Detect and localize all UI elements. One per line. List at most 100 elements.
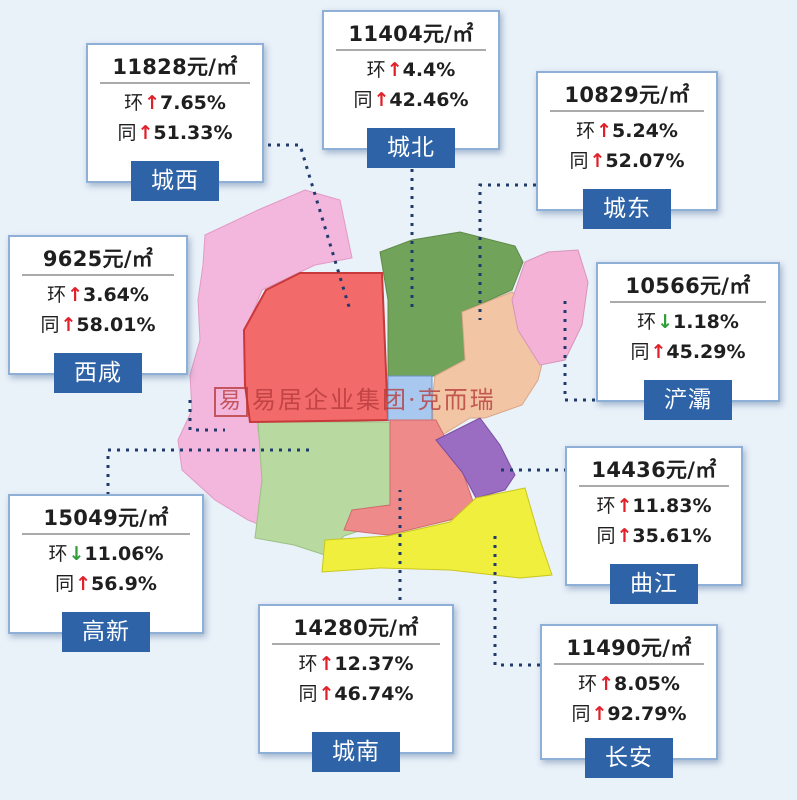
yoy-label: 同 (571, 703, 591, 725)
arrow-up-icon: ↑ (386, 59, 403, 81)
arrow-down-icon: ↓ (68, 543, 85, 565)
district-card-gaoxin: 15049元/㎡ 环↓11.06% 同↑56.9% 高新 (8, 494, 204, 652)
arrow-up-icon: ↑ (144, 92, 160, 114)
yoy-row: 同↑35.61% (567, 521, 741, 551)
divider (272, 643, 440, 645)
yoy-label: 同 (40, 314, 60, 336)
yoy-label: 同 (353, 89, 373, 111)
district-name: 城北 (367, 128, 455, 168)
yoy-label: 同 (55, 573, 75, 595)
yoy-row: 同↑92.79% (542, 699, 716, 729)
leader-line-chengxi (268, 143, 352, 311)
arrow-up-icon: ↑ (591, 703, 608, 725)
yoy-value: 46.74% (334, 683, 414, 705)
mom-label: 环 (596, 495, 616, 517)
map-region-chengxi (242, 272, 390, 424)
yoy-label: 同 (630, 341, 650, 363)
arrow-up-icon: ↑ (373, 89, 390, 111)
price-value: 11404元/㎡ (348, 22, 474, 46)
yoy-value: 92.79% (607, 703, 687, 725)
mom-row: 环↑3.64% (10, 280, 186, 310)
leader-lines (106, 143, 595, 667)
yoy-value: 42.46% (389, 89, 469, 111)
watermark-seal: 易 (214, 387, 249, 417)
arrow-up-icon: ↑ (60, 314, 77, 336)
district-card-chengbei: 11404元/㎡ 环↑4.4% 同↑42.46% 城北 (322, 10, 500, 168)
mom-label: 环 (124, 92, 144, 114)
mom-label: 环 (47, 284, 67, 306)
district-name: 长安 (585, 738, 673, 778)
yoy-value: 58.01% (76, 314, 156, 336)
leader-line-xixian (188, 400, 225, 432)
divider (22, 274, 174, 276)
watermark: 易易居企业集团·克而瑞 (214, 380, 496, 417)
arrow-up-icon: ↑ (137, 122, 154, 144)
arrow-up-icon: ↑ (616, 495, 633, 517)
yoy-row: 同↑51.33% (88, 118, 262, 148)
district-card-qujiang: 14436元/㎡ 环↑11.83% 同↑35.61% 曲江 (565, 446, 743, 604)
district-name: 浐灞 (644, 380, 732, 420)
mom-row: 环↑7.65% (88, 88, 262, 118)
mom-value: 3.64% (83, 284, 149, 306)
mom-row: 环↑8.05% (542, 669, 716, 699)
arrow-up-icon: ↑ (67, 284, 83, 306)
arrow-up-icon: ↑ (75, 573, 91, 595)
mom-value: 8.05% (614, 673, 680, 695)
price-value: 15049元/㎡ (43, 506, 169, 530)
arrow-up-icon: ↑ (318, 683, 335, 705)
divider (100, 82, 250, 84)
price-value: 14436元/㎡ (591, 458, 717, 482)
district-name: 城南 (312, 732, 400, 772)
yoy-label: 同 (298, 683, 318, 705)
leader-line-chanba (563, 300, 595, 402)
yoy-value: 35.61% (632, 525, 712, 547)
yoy-row: 同↑45.29% (598, 337, 778, 367)
mom-value: 11.06% (84, 543, 164, 565)
yoy-label: 同 (596, 525, 616, 547)
divider (579, 485, 729, 487)
yoy-label: 同 (117, 122, 137, 144)
divider (554, 663, 704, 665)
leader-line-changan (493, 535, 540, 667)
yoy-row: 同↑46.74% (260, 679, 452, 709)
mom-row: 环↑5.24% (538, 116, 716, 146)
district-card-chengdong: 10829元/㎡ 环↑5.24% 同↑52.07% 城东 (536, 71, 718, 229)
arrow-up-icon: ↑ (596, 120, 612, 142)
watermark-text: 易居企业集团·克而瑞 (252, 386, 496, 414)
price-value: 14280元/㎡ (293, 616, 419, 640)
mom-row: 环↑12.37% (260, 649, 452, 679)
mom-label: 环 (366, 59, 386, 81)
arrow-up-icon: ↑ (650, 341, 667, 363)
yoy-value: 45.29% (666, 341, 746, 363)
yoy-row: 同↑56.9% (10, 569, 202, 599)
district-card-xixian: 9625元/㎡ 环↑3.64% 同↑58.01% 西咸 (8, 235, 188, 393)
yoy-value: 56.9% (91, 573, 157, 595)
mom-row: 环↑11.83% (567, 491, 741, 521)
map-region-chengbei (379, 231, 524, 377)
price-value: 9625元/㎡ (42, 247, 154, 271)
district-name: 城西 (131, 161, 219, 201)
district-name: 高新 (62, 612, 150, 652)
district-name: 曲江 (610, 564, 698, 604)
yoy-row: 同↑52.07% (538, 146, 716, 176)
mom-value: 5.24% (612, 120, 678, 142)
price-value: 11828元/㎡ (112, 55, 238, 79)
mom-value: 4.4% (402, 59, 456, 81)
arrow-up-icon: ↑ (318, 653, 335, 675)
map-region-qujiang (435, 417, 516, 499)
price-value: 11490元/㎡ (566, 636, 692, 660)
district-name: 城东 (583, 189, 671, 229)
mom-row: 环↓1.18% (598, 307, 778, 337)
mom-label: 环 (298, 653, 318, 675)
leader-line-chengdong (478, 183, 536, 320)
mom-value: 7.65% (160, 92, 226, 114)
map-region-chanba (511, 249, 589, 366)
mom-value: 1.18% (673, 311, 739, 333)
map-region-gaoxin (254, 421, 393, 556)
mom-value: 11.83% (632, 495, 712, 517)
divider (550, 110, 704, 112)
yoy-row: 同↑58.01% (10, 310, 186, 340)
district-card-chengxi: 11828元/㎡ 环↑7.65% 同↑51.33% 城西 (86, 43, 264, 201)
yoy-value: 51.33% (153, 122, 233, 144)
